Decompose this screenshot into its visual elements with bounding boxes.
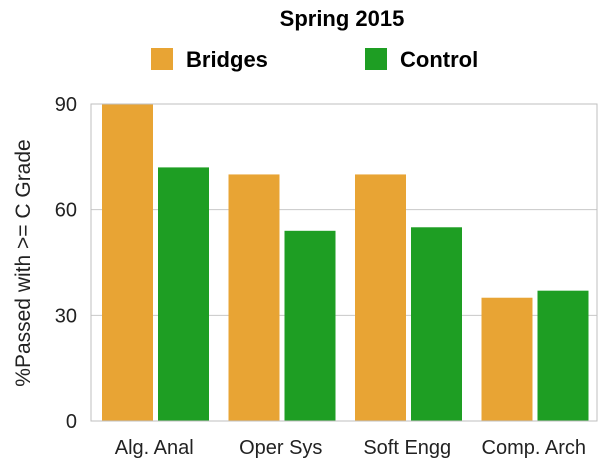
- legend-label-bridges: Bridges: [186, 47, 268, 72]
- bars: [102, 104, 589, 421]
- bar-control-2: [284, 230, 336, 421]
- x-tick-label: Soft Engg: [363, 437, 451, 459]
- bar-control-4: [537, 290, 589, 421]
- y-tick-label: 60: [55, 200, 77, 222]
- y-axis-label: %Passed with >= C Grade: [12, 139, 35, 386]
- legend-swatch-control: [365, 48, 387, 70]
- x-tick-label: Alg. Anal: [115, 437, 194, 459]
- bar-bridges-4: [481, 297, 533, 421]
- y-ticks: 0 30 60 90: [55, 94, 77, 433]
- plot-frame: [90, 103, 598, 422]
- chart-title: Spring 2015: [280, 6, 405, 31]
- bar-control-3: [411, 227, 462, 421]
- y-tick-label: 0: [66, 411, 77, 433]
- bar-bridges-2: [228, 174, 280, 421]
- bar-control-1: [158, 167, 209, 421]
- x-tick-label: Comp. Arch: [482, 437, 586, 459]
- x-tick-label: Oper Sys: [239, 437, 322, 459]
- y-tick-label: 30: [55, 305, 77, 327]
- legend: Bridges Control: [151, 47, 478, 72]
- legend-swatch-bridges: [151, 48, 173, 70]
- legend-label-control: Control: [400, 47, 478, 72]
- bar-bridges-1: [102, 104, 153, 421]
- x-ticks: Alg. Anal Oper Sys Soft Engg Comp. Arch: [115, 437, 586, 459]
- bar-bridges-3: [355, 174, 406, 421]
- y-tick-label: 90: [55, 94, 77, 116]
